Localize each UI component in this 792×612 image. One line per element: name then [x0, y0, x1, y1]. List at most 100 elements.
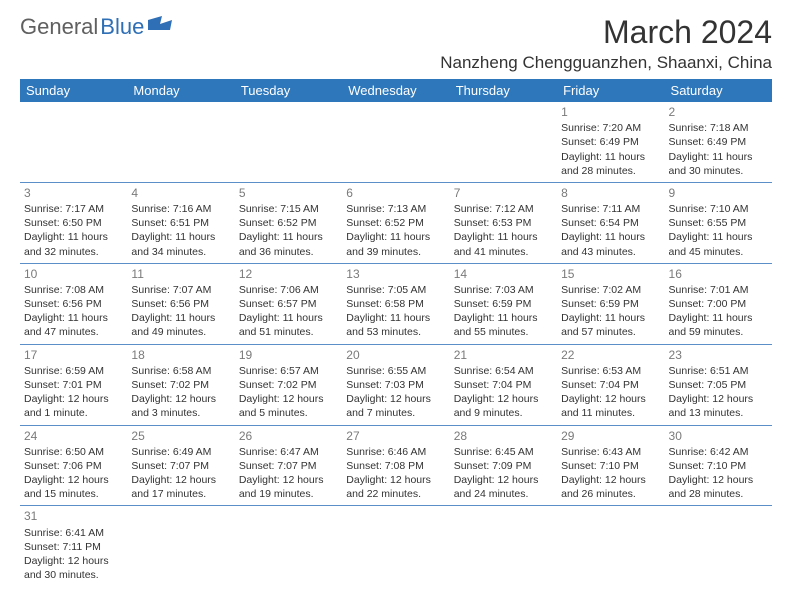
detail-line: Sunset: 7:10 PM: [561, 459, 660, 473]
detail-line: Sunset: 6:53 PM: [454, 216, 553, 230]
day-number: 19: [239, 347, 338, 363]
calendar-cell: 1Sunrise: 7:20 AMSunset: 6:49 PMDaylight…: [557, 102, 664, 182]
detail-line: Sunset: 7:04 PM: [454, 378, 553, 392]
detail-line: Daylight: 11 hours: [454, 230, 553, 244]
day-number: 11: [131, 266, 230, 282]
calendar-cell: [557, 506, 664, 586]
detail-line: Sunset: 6:54 PM: [561, 216, 660, 230]
calendar-cell: [127, 506, 234, 586]
calendar-cell: 6Sunrise: 7:13 AMSunset: 6:52 PMDaylight…: [342, 182, 449, 263]
day-number: 12: [239, 266, 338, 282]
detail-line: Sunrise: 6:43 AM: [561, 445, 660, 459]
detail-line: Sunset: 6:55 PM: [669, 216, 768, 230]
detail-line: Sunrise: 6:51 AM: [669, 364, 768, 378]
detail-line: Sunset: 6:49 PM: [561, 135, 660, 149]
day-details: Sunrise: 7:03 AMSunset: 6:59 PMDaylight:…: [454, 283, 553, 340]
detail-line: Daylight: 11 hours: [454, 311, 553, 325]
day-details: Sunrise: 6:47 AMSunset: 7:07 PMDaylight:…: [239, 445, 338, 502]
day-number: 13: [346, 266, 445, 282]
detail-line: Sunrise: 7:03 AM: [454, 283, 553, 297]
detail-line: and 55 minutes.: [454, 325, 553, 339]
calendar-cell: [20, 102, 127, 182]
detail-line: Sunrise: 6:47 AM: [239, 445, 338, 459]
calendar-cell: 25Sunrise: 6:49 AMSunset: 7:07 PMDayligh…: [127, 425, 234, 506]
detail-line: Sunrise: 6:46 AM: [346, 445, 445, 459]
day-number: 6: [346, 185, 445, 201]
detail-line: Sunrise: 7:08 AM: [24, 283, 123, 297]
calendar-cell: [665, 506, 772, 586]
detail-line: and 51 minutes.: [239, 325, 338, 339]
calendar-cell: [127, 102, 234, 182]
logo-text-2: Blue: [100, 14, 144, 40]
detail-line: Sunrise: 6:55 AM: [346, 364, 445, 378]
day-header: Friday: [557, 79, 664, 102]
detail-line: and 28 minutes.: [561, 164, 660, 178]
detail-line: Daylight: 12 hours: [24, 392, 123, 406]
detail-line: Sunset: 6:57 PM: [239, 297, 338, 311]
calendar-cell: 14Sunrise: 7:03 AMSunset: 6:59 PMDayligh…: [450, 263, 557, 344]
detail-line: and 30 minutes.: [669, 164, 768, 178]
day-number: 14: [454, 266, 553, 282]
detail-line: Sunrise: 7:05 AM: [346, 283, 445, 297]
day-details: Sunrise: 6:58 AMSunset: 7:02 PMDaylight:…: [131, 364, 230, 421]
logo: GeneralBlue: [20, 14, 174, 40]
detail-line: Sunrise: 6:54 AM: [454, 364, 553, 378]
detail-line: Daylight: 12 hours: [24, 473, 123, 487]
calendar-cell: 21Sunrise: 6:54 AMSunset: 7:04 PMDayligh…: [450, 344, 557, 425]
detail-line: Daylight: 11 hours: [561, 230, 660, 244]
day-details: Sunrise: 6:49 AMSunset: 7:07 PMDaylight:…: [131, 445, 230, 502]
day-details: Sunrise: 7:10 AMSunset: 6:55 PMDaylight:…: [669, 202, 768, 259]
logo-text-1: General: [20, 14, 98, 40]
calendar-cell: 28Sunrise: 6:45 AMSunset: 7:09 PMDayligh…: [450, 425, 557, 506]
detail-line: and 32 minutes.: [24, 245, 123, 259]
day-details: Sunrise: 7:06 AMSunset: 6:57 PMDaylight:…: [239, 283, 338, 340]
day-header-row: Sunday Monday Tuesday Wednesday Thursday…: [20, 79, 772, 102]
detail-line: Daylight: 11 hours: [131, 230, 230, 244]
day-number: 24: [24, 428, 123, 444]
detail-line: Daylight: 11 hours: [669, 311, 768, 325]
day-details: Sunrise: 7:17 AMSunset: 6:50 PMDaylight:…: [24, 202, 123, 259]
detail-line: and 26 minutes.: [561, 487, 660, 501]
calendar-cell: 3Sunrise: 7:17 AMSunset: 6:50 PMDaylight…: [20, 182, 127, 263]
detail-line: Sunrise: 6:50 AM: [24, 445, 123, 459]
calendar-row: 31Sunrise: 6:41 AMSunset: 7:11 PMDayligh…: [20, 506, 772, 586]
detail-line: Sunrise: 7:06 AM: [239, 283, 338, 297]
detail-line: and 9 minutes.: [454, 406, 553, 420]
day-number: 1: [561, 104, 660, 120]
day-details: Sunrise: 6:59 AMSunset: 7:01 PMDaylight:…: [24, 364, 123, 421]
calendar-cell: [235, 102, 342, 182]
day-details: Sunrise: 7:05 AMSunset: 6:58 PMDaylight:…: [346, 283, 445, 340]
detail-line: Sunset: 6:52 PM: [346, 216, 445, 230]
detail-line: Sunrise: 6:53 AM: [561, 364, 660, 378]
detail-line: Daylight: 11 hours: [239, 311, 338, 325]
calendar-row: 10Sunrise: 7:08 AMSunset: 6:56 PMDayligh…: [20, 263, 772, 344]
detail-line: Daylight: 12 hours: [24, 554, 123, 568]
day-number: 31: [24, 508, 123, 524]
detail-line: and 49 minutes.: [131, 325, 230, 339]
day-details: Sunrise: 7:18 AMSunset: 6:49 PMDaylight:…: [669, 121, 768, 178]
detail-line: Daylight: 12 hours: [131, 392, 230, 406]
detail-line: and 3 minutes.: [131, 406, 230, 420]
day-number: 7: [454, 185, 553, 201]
detail-line: Daylight: 12 hours: [454, 473, 553, 487]
calendar-cell: 10Sunrise: 7:08 AMSunset: 6:56 PMDayligh…: [20, 263, 127, 344]
detail-line: Sunset: 6:56 PM: [24, 297, 123, 311]
detail-line: Sunrise: 7:18 AM: [669, 121, 768, 135]
day-details: Sunrise: 6:55 AMSunset: 7:03 PMDaylight:…: [346, 364, 445, 421]
day-details: Sunrise: 6:54 AMSunset: 7:04 PMDaylight:…: [454, 364, 553, 421]
day-header: Tuesday: [235, 79, 342, 102]
detail-line: and 39 minutes.: [346, 245, 445, 259]
calendar-cell: 31Sunrise: 6:41 AMSunset: 7:11 PMDayligh…: [20, 506, 127, 586]
detail-line: Sunset: 7:08 PM: [346, 459, 445, 473]
day-number: 17: [24, 347, 123, 363]
calendar-cell: [450, 102, 557, 182]
detail-line: Sunrise: 6:57 AM: [239, 364, 338, 378]
detail-line: and 36 minutes.: [239, 245, 338, 259]
calendar-cell: [342, 506, 449, 586]
detail-line: Daylight: 12 hours: [239, 392, 338, 406]
detail-line: Daylight: 12 hours: [561, 392, 660, 406]
day-details: Sunrise: 6:51 AMSunset: 7:05 PMDaylight:…: [669, 364, 768, 421]
detail-line: Sunset: 7:10 PM: [669, 459, 768, 473]
detail-line: and 22 minutes.: [346, 487, 445, 501]
day-number: 21: [454, 347, 553, 363]
